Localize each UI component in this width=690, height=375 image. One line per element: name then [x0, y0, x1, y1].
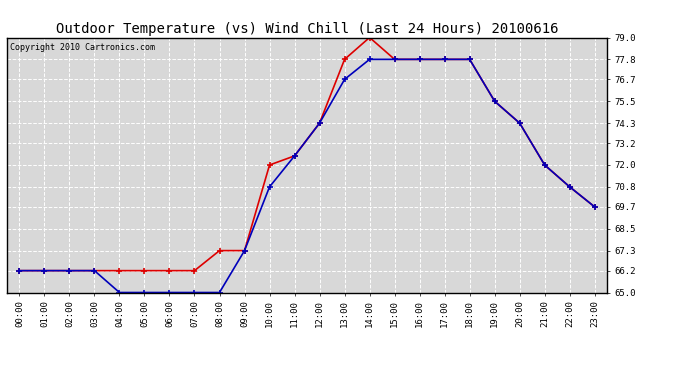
- Text: Copyright 2010 Cartronics.com: Copyright 2010 Cartronics.com: [10, 43, 155, 52]
- Title: Outdoor Temperature (vs) Wind Chill (Last 24 Hours) 20100616: Outdoor Temperature (vs) Wind Chill (Las…: [56, 22, 558, 36]
